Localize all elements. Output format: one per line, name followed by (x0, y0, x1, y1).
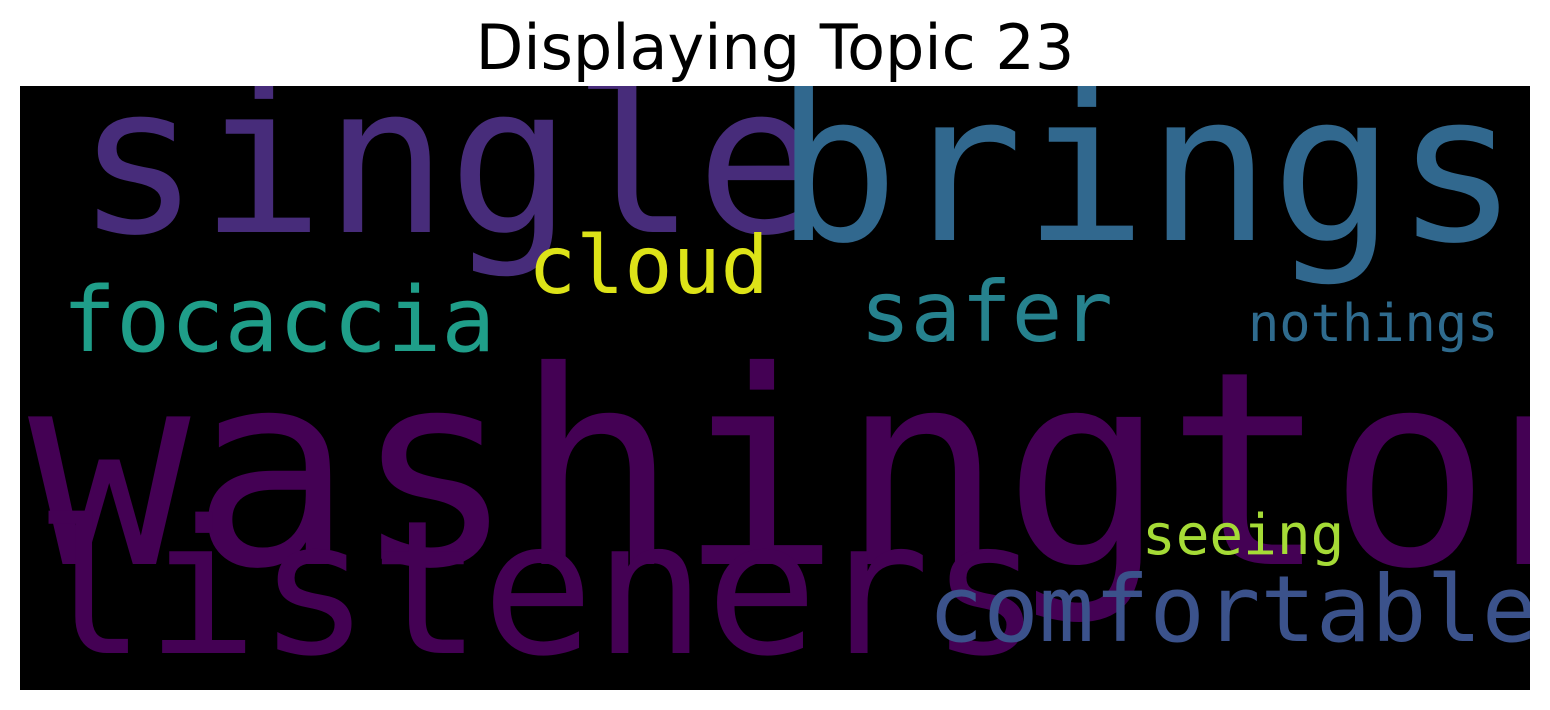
figure-title: Displaying Topic 23 (475, 11, 1075, 84)
word-seeing: seeing (1142, 503, 1345, 568)
word-nothings: nothings (1248, 294, 1499, 354)
word-single: single (76, 86, 821, 281)
word-comfortable: comfortable (928, 556, 1530, 663)
word-listeners: listeners (34, 480, 1042, 690)
word-washington: washington (28, 313, 1530, 628)
word-cloud: cloud (528, 219, 769, 312)
word-focaccia: focaccia (62, 268, 496, 373)
word-brings: brings (775, 86, 1520, 289)
word-cloud: washington listeners single brings comfo… (20, 86, 1530, 690)
word-safer: safer (860, 263, 1113, 361)
